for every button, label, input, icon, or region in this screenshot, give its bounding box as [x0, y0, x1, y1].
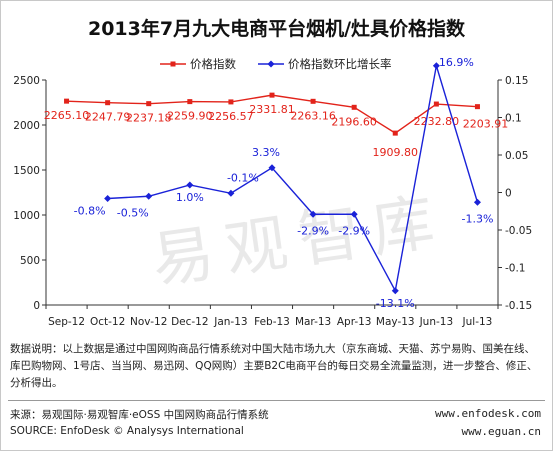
source-url-enfodesk: www.enfodesk.com [435, 407, 541, 420]
y-left-tick-label: 1500 [13, 165, 40, 177]
series-price-index-point [310, 98, 316, 104]
series-price-index-point [392, 130, 398, 136]
x-tick-label: May-13 [376, 316, 415, 328]
divider [8, 400, 545, 401]
y-right-tick-label: -0.15 [505, 300, 532, 312]
y-right-tick-label: 0 [505, 188, 512, 200]
x-tick-label: Sep-12 [48, 316, 85, 328]
series-mom-growth-label: -1.3% [461, 212, 493, 225]
source-line-en: SOURCE: EnfoDesk © Analysys Internationa… [10, 425, 244, 437]
legend-mom-growth-marker [267, 60, 275, 68]
x-tick-label: Dec-12 [171, 316, 208, 328]
series-mom-growth-label: 16.9% [439, 56, 474, 69]
source-url-eguan: www.eguan.cn [461, 425, 541, 438]
series-mom-growth-point [145, 192, 153, 200]
series-mom-growth-label: -13.1% [376, 297, 415, 310]
y-right-tick-label: 0.05 [505, 150, 528, 162]
series-mom-growth-label: -0.5% [117, 206, 149, 219]
series-mom-growth-point [350, 210, 358, 218]
data-note: 数据说明：以上数据是通过中国网购商品行情系统对中国大陆市场九大（京东商城、天猫、… [10, 343, 538, 389]
series-mom-growth-point [432, 62, 440, 70]
series-mom-growth-point [104, 195, 112, 202]
series-mom-growth-label: -2.9% [338, 224, 370, 237]
series-price-index-label: 2265.10 [44, 109, 90, 122]
y-left-tick-label: 500 [20, 255, 40, 267]
y-left-tick-label: 0 [33, 300, 40, 312]
chart-title: 2013年7月九大电商平台烟机/灶具价格指数 [87, 18, 466, 40]
series-price-index-label: 2256.57 [208, 110, 254, 123]
series-price-index-point [105, 100, 111, 106]
series-price-index-point [146, 101, 152, 107]
x-tick-label: Nov-12 [130, 316, 167, 328]
x-tick-label: Jun-13 [419, 316, 454, 328]
series-price-index-label: 2331.81 [249, 103, 295, 116]
x-tick-label: Apr-13 [337, 316, 372, 328]
x-tick-label: Feb-13 [254, 316, 290, 328]
series-price-index-label: 2247.79 [85, 111, 131, 124]
x-tick-label: Jul-13 [462, 316, 493, 328]
chart-svg: 0 500 1000 1500 2000 2500 -0.15 -0.1 -0.05 0 0.05 0… [13, 56, 532, 328]
y-left-tick-label: 1000 [13, 210, 40, 222]
series-mom-growth-point [227, 189, 235, 197]
series-price-index-point [351, 104, 357, 110]
series-mom-growth-point [309, 210, 317, 218]
series-price-index-label: 2196.60 [331, 115, 377, 128]
series-price-index-point [228, 99, 234, 105]
x-tick-label: Mar-13 [295, 316, 331, 328]
legend-mom-growth-label: 价格指数环比增长率 [288, 57, 392, 71]
series-price-index-label: 2263.16 [290, 109, 336, 122]
series-price-index-label: 1909.80 [373, 146, 419, 159]
y-right-tick-label: -0.05 [505, 225, 532, 237]
series-mom-growth-point [186, 181, 194, 189]
series-mom-growth-label: -0.8% [74, 205, 106, 218]
series-price-index-label: 2203.91 [463, 118, 509, 131]
legend-price-index-marker [170, 61, 176, 67]
series-price-index-point [64, 98, 70, 104]
series-price-index-label: 2237.18 [126, 112, 172, 125]
source-line-cn: 来源：易观国际·易观智库·eOSS 中国网购商品行情系统 [10, 409, 269, 421]
series-price-index-point [187, 99, 193, 105]
y-right-tick-label: 0.1 [505, 113, 522, 125]
y-left-tick-label: 2000 [13, 120, 40, 132]
legend-price-index-label: 价格指数 [190, 57, 236, 71]
series-mom-growth-point [473, 198, 481, 206]
series-mom-growth-point [268, 164, 276, 172]
x-tick-label: Jan-13 [213, 316, 247, 328]
series-price-index-point [474, 104, 480, 110]
y-right-tick-label: 0.15 [505, 75, 528, 87]
series-mom-growth-point [391, 287, 399, 295]
series-price-index-point [269, 92, 275, 98]
series-mom-growth-label: -0.1% [227, 171, 259, 184]
series-mom-growth-line [107, 65, 479, 293]
series-mom-growth-label: 3.3% [252, 146, 280, 159]
series-mom-growth-label: 1.0% [176, 191, 204, 204]
x-tick-label: Oct-12 [90, 316, 125, 328]
series-mom-growth-label: -2.9% [297, 224, 329, 237]
series-price-index-point [433, 101, 439, 107]
y-right-tick-label: -0.1 [505, 263, 526, 275]
series-price-index-label: 2259.90 [167, 110, 213, 123]
y-left-tick-label: 2500 [13, 75, 40, 87]
